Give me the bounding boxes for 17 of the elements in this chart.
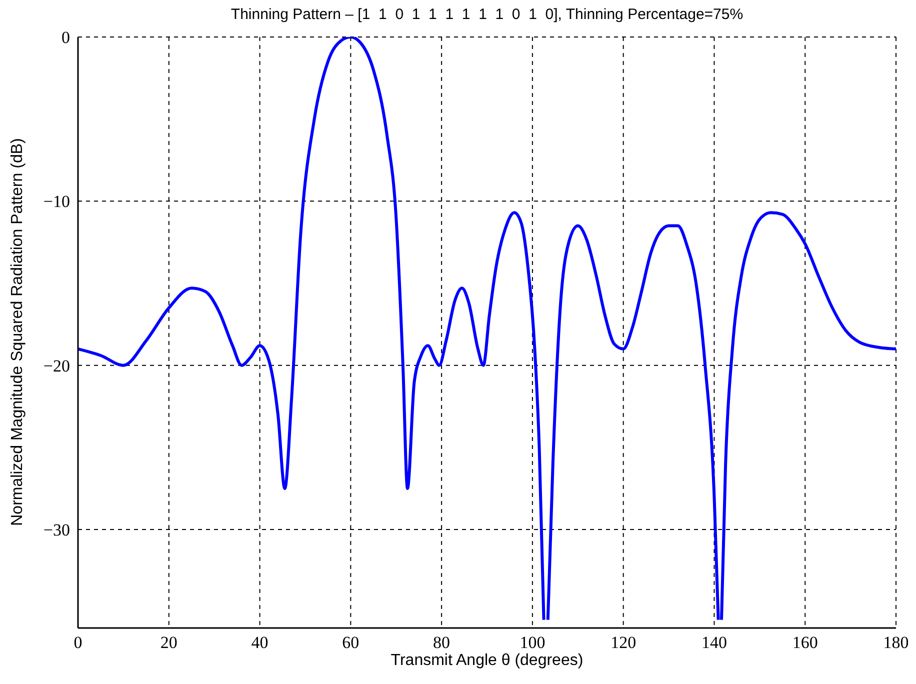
y-tick-label: −10 bbox=[43, 192, 70, 212]
x-tick-label: 40 bbox=[251, 633, 268, 652]
y-axis-title: Normalized Magnitude Squared Radiation Pattern (dB) bbox=[9, 138, 27, 526]
chart-title: Thinning Pattern – [1 1 0 1 1 1 1 1 1 0 1 0], Thinning Percentage=75% bbox=[230, 6, 744, 23]
x-tick-label: 160 bbox=[792, 633, 818, 652]
y-tick-label: 0 bbox=[62, 28, 70, 48]
y-tick-label: −20 bbox=[43, 356, 70, 376]
x-tick-label: 100 bbox=[520, 633, 546, 652]
x-tick-label: 140 bbox=[701, 633, 727, 652]
x-tick-label: 0 bbox=[74, 633, 82, 652]
x-tick-label: 180 bbox=[883, 633, 909, 652]
y-tick-label: −30 bbox=[43, 520, 70, 540]
x-tick-label: 120 bbox=[610, 633, 636, 652]
x-axis-title: Transmit Angle θ (degrees) bbox=[390, 652, 584, 670]
x-tick-label: 20 bbox=[160, 633, 178, 652]
x-tick-label: 80 bbox=[433, 633, 450, 652]
x-tick-label: 60 bbox=[342, 633, 360, 652]
